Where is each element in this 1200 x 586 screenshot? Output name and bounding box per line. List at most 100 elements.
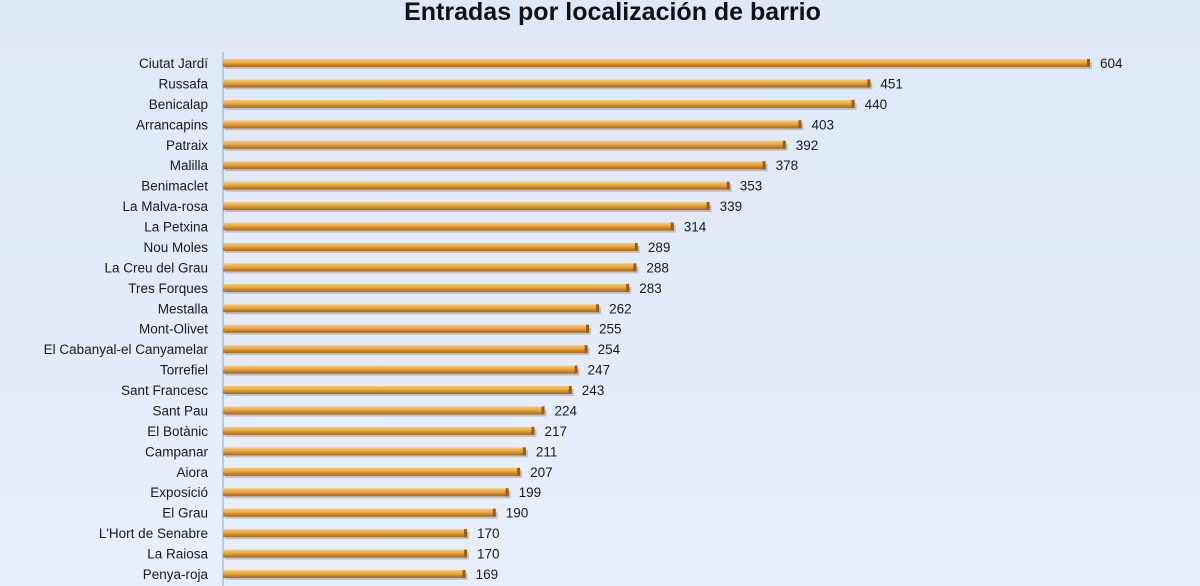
bar-end: [596, 304, 600, 313]
category-label: La Malva-rosa: [122, 199, 208, 214]
bar: [223, 283, 630, 292]
category-label: Nou Moles: [143, 240, 208, 255]
category-label: Mestalla: [158, 301, 209, 316]
data-label: 217: [544, 424, 567, 439]
bar: [223, 488, 509, 497]
bar-end: [633, 263, 637, 272]
category-label: Campanar: [145, 444, 209, 459]
bar-end: [464, 549, 468, 558]
data-label: 211: [536, 444, 558, 459]
bar-end: [464, 529, 468, 538]
bar-end: [634, 242, 638, 251]
bar: [223, 467, 521, 476]
bar-end: [798, 120, 802, 129]
bar-end: [517, 467, 521, 476]
data-label: 403: [811, 117, 834, 132]
data-label: 262: [609, 301, 632, 316]
bar: [223, 304, 600, 313]
category-label: La Petxina: [144, 220, 208, 235]
data-label: 339: [720, 199, 743, 214]
bar-end: [851, 99, 855, 108]
bar: [223, 570, 466, 578]
category-label: El Botànic: [147, 424, 208, 439]
bar-end: [492, 508, 496, 517]
bar: [223, 120, 802, 129]
data-label: 170: [477, 526, 500, 541]
bar: [223, 59, 1090, 67]
data-label: 283: [639, 281, 662, 296]
bar-end: [762, 161, 766, 170]
category-label: La Creu del Grau: [104, 260, 208, 275]
category-label: Russafa: [158, 76, 208, 91]
data-label: 190: [506, 506, 529, 521]
data-label: 378: [776, 158, 799, 173]
data-label: 243: [582, 383, 605, 398]
bar-end: [1087, 59, 1090, 67]
category-label: Penya-roja: [143, 567, 209, 582]
bar-end: [522, 447, 526, 456]
bar: [223, 263, 637, 272]
data-label: 255: [599, 322, 622, 337]
category-label: Benicalap: [149, 97, 208, 112]
data-label: 353: [740, 179, 763, 194]
bar-end: [574, 365, 578, 374]
category-label: La Raiosa: [147, 547, 208, 562]
category-label: Arrancapins: [136, 117, 208, 132]
bar: [223, 99, 855, 108]
bar-end: [584, 345, 588, 354]
data-label: 224: [555, 403, 578, 418]
bar-end: [531, 426, 535, 435]
bar-end: [867, 79, 871, 88]
bar-end: [706, 202, 710, 211]
category-label: L'Hort de Senabre: [99, 526, 208, 541]
bar: [223, 508, 496, 517]
chart-title: Entradas por localización de barrio: [404, 0, 821, 26]
bar: [223, 161, 766, 170]
category-label: Patraix: [166, 138, 208, 153]
category-label: Tres Forques: [128, 281, 208, 296]
category-label: Torrefiel: [160, 363, 208, 378]
bar: [223, 345, 588, 354]
bar: [223, 386, 572, 395]
data-label: 289: [648, 240, 671, 255]
data-label: 451: [880, 76, 903, 91]
bar: [223, 181, 730, 190]
bar-end: [505, 488, 509, 497]
bar: [223, 324, 590, 333]
data-label: 604: [1100, 56, 1123, 71]
bar-end: [586, 324, 590, 333]
bar: [223, 365, 578, 374]
data-label: 170: [477, 547, 500, 562]
bar-end: [670, 222, 674, 231]
bar-end: [462, 570, 466, 578]
category-label: El Grau: [162, 506, 208, 521]
data-label: 440: [865, 97, 888, 112]
bar: [223, 242, 638, 251]
bar: [223, 447, 526, 456]
bar: [223, 529, 468, 538]
category-label: Aiora: [176, 465, 208, 480]
bar: [223, 202, 710, 211]
bar-end: [568, 386, 572, 395]
data-label: 169: [476, 567, 499, 582]
bar: [223, 222, 674, 231]
bar: [223, 140, 786, 149]
bar-end: [541, 406, 545, 415]
bar-end: [626, 283, 630, 292]
data-label: 288: [646, 260, 669, 275]
category-label: Benimaclet: [141, 179, 208, 194]
data-label: 314: [684, 220, 707, 235]
category-label: Ciutat Jardí: [139, 56, 208, 71]
category-label: Exposició: [150, 485, 208, 500]
category-label: Sant Francesc: [121, 383, 208, 398]
bar: [223, 426, 535, 435]
data-label: 254: [598, 342, 621, 357]
bar: [223, 79, 871, 88]
data-label: 199: [519, 485, 542, 500]
bar-end: [782, 140, 786, 149]
bar: [223, 549, 468, 558]
data-label: 207: [530, 465, 553, 480]
category-label: Sant Pau: [152, 403, 208, 418]
category-label: Mont-Olivet: [139, 322, 208, 337]
